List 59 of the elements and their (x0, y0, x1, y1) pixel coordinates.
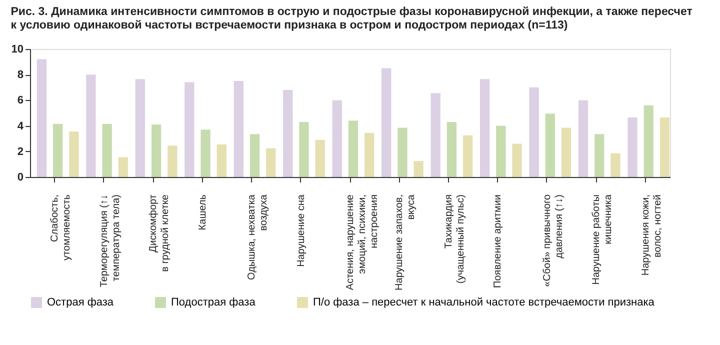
bar (151, 124, 162, 177)
bar (332, 100, 342, 177)
bar (660, 117, 670, 177)
bar (644, 105, 654, 177)
bar (446, 122, 457, 177)
bar (512, 144, 522, 177)
bar (168, 146, 178, 177)
bar (118, 157, 128, 177)
bar (480, 79, 490, 177)
bar (102, 124, 112, 177)
x-tick-label: Астения, нарушение эмоций, психики, настроения (345, 194, 380, 290)
bar (561, 128, 572, 177)
text: Рис. 3. Динамика интенсивности симптомов в острую и подострые фазы коронавирусной инфекции, а также пересчет (10, 6, 692, 18)
bar (234, 81, 244, 177)
bar (299, 122, 309, 177)
bar (578, 100, 588, 177)
bar (414, 161, 424, 177)
bar (628, 117, 638, 177)
x-tick-label: Тахикардия (учащенный пульс) (443, 194, 466, 284)
legend-label: Острая фаза (47, 296, 114, 309)
y-tick-label: 10 (11, 44, 24, 56)
y-tick-label: 6 (17, 94, 24, 107)
bar (283, 90, 293, 177)
y-tick-label: 4 (17, 120, 24, 132)
legend-label: Подострая фаза (171, 296, 256, 309)
bar (250, 134, 260, 177)
bar (529, 87, 539, 177)
x-tick-label: Одышка, нехватка воздуха (246, 194, 270, 280)
bar (200, 130, 210, 177)
x-tick-label: Терморегуляция (↑↓ температура тела) (98, 194, 122, 288)
bar (216, 144, 226, 177)
bar (184, 82, 194, 177)
bar (36, 59, 47, 177)
y-tick-label: 0 (17, 172, 24, 184)
bar (545, 114, 555, 177)
bar (610, 153, 620, 177)
bar (430, 93, 440, 177)
bar (496, 126, 506, 177)
x-tick-label: Появление аритмии (492, 194, 504, 288)
bar (382, 68, 392, 177)
y-tick-label: 8 (17, 69, 24, 82)
bar (266, 148, 276, 177)
legend-label: П/о фаза – пересчет к начальной частоте встречаемости признака (313, 296, 656, 309)
bar (594, 134, 604, 177)
bar (315, 140, 325, 177)
x-tick-label: Нарушение сна (296, 194, 307, 267)
text: к условию одинаковой частоты встречаемости признака в остром и подостром периодах (n=113) (10, 20, 568, 32)
x-tick-label: Слабость, утомляемость (50, 194, 73, 260)
x-tick-label: «Сбой» привычного давления (↑↓) (542, 194, 565, 287)
bar (69, 132, 79, 177)
bar (398, 128, 408, 177)
bar (364, 132, 374, 177)
bar (53, 124, 63, 177)
bar (348, 120, 358, 177)
bar (462, 135, 473, 177)
bar (135, 79, 146, 177)
x-tick-label: Кашель (197, 194, 208, 230)
y-tick-label: 2 (17, 146, 24, 158)
bar (86, 74, 96, 177)
